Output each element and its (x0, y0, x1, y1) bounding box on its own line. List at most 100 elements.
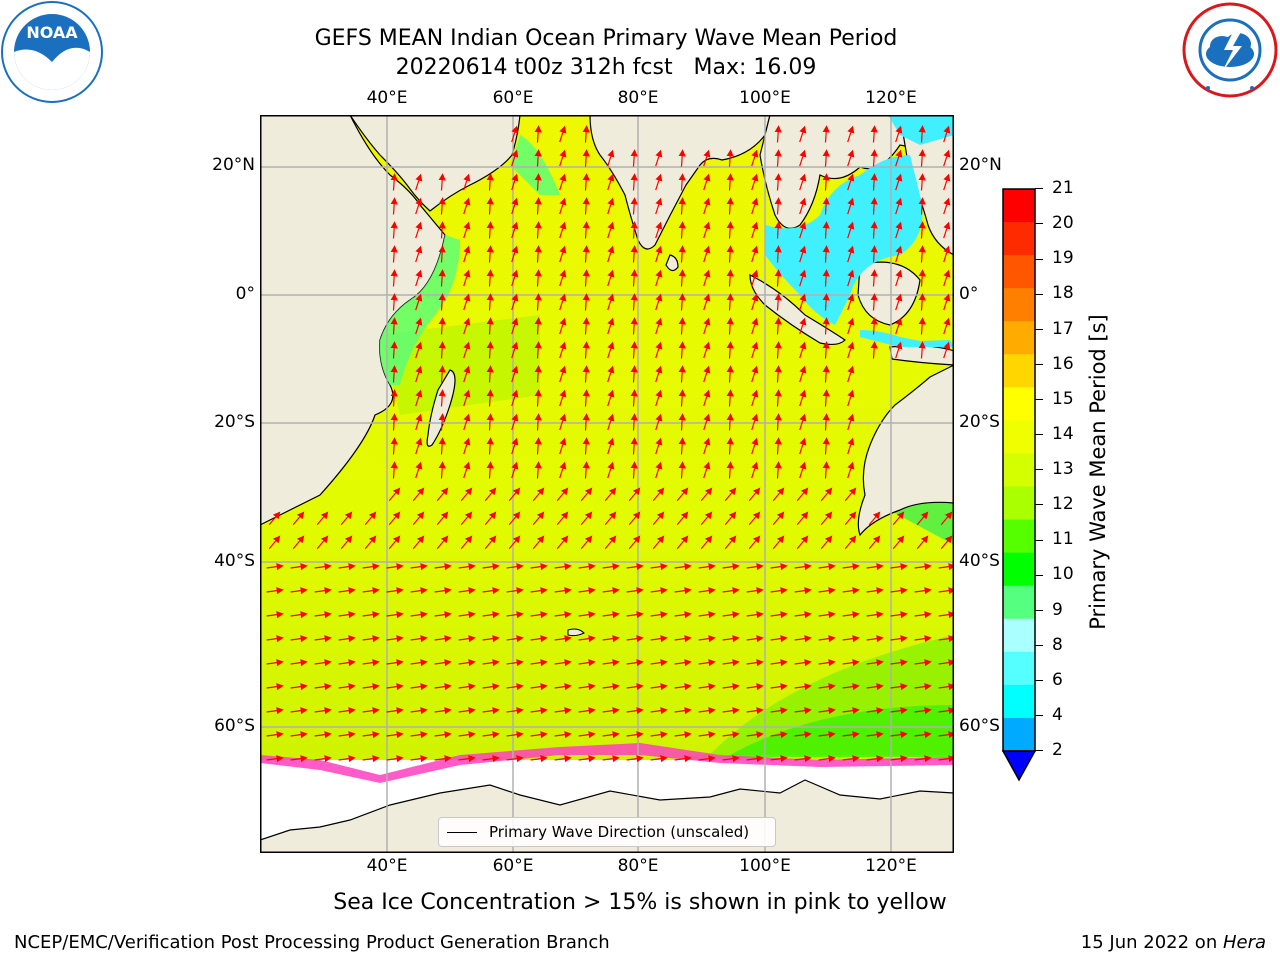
wave-direction-arrow (604, 487, 617, 502)
wave-direction-arrow (703, 389, 711, 407)
wave-direction-arrow (338, 635, 356, 643)
wave-direction-arrow (458, 611, 476, 619)
wave-direction-arrow (626, 683, 644, 691)
wave-direction-arrow (438, 341, 446, 359)
wave-direction-arrow (847, 437, 855, 455)
wave-direction-arrow (290, 659, 308, 667)
wave-direction-arrow (770, 683, 788, 691)
wave-direction-arrow (938, 587, 954, 595)
green-swell-region-strong (720, 705, 954, 757)
wave-direction-arrow (530, 755, 548, 763)
wave-direction-arrow (482, 683, 500, 691)
wave-direction-arrow (290, 563, 308, 571)
wave-direction-arrow (580, 535, 593, 550)
colorbar-swatch (1003, 255, 1035, 289)
wave-direction-arrow (602, 611, 620, 619)
wave-direction-arrow (486, 389, 494, 407)
wave-direction-arrow (655, 437, 663, 455)
colorbar-tick-label: 2 (1052, 740, 1063, 760)
colorbar-tick-mark (1035, 680, 1043, 681)
wave-direction-arrow (534, 197, 542, 215)
wave-direction-arrow (794, 635, 812, 643)
wave-direction-arrow (554, 707, 572, 715)
wave-direction-arrow (506, 707, 524, 715)
wave-direction-arrow (698, 587, 716, 595)
wave-direction-arrow (847, 293, 855, 311)
colorbar-tick-label: 6 (1052, 669, 1063, 690)
wave-direction-arrow (895, 293, 903, 311)
wave-direction-arrow (602, 659, 620, 667)
wave-direction-arrow (918, 197, 926, 215)
wave-direction-arrow (822, 341, 830, 359)
wave-direction-arrow (415, 437, 423, 455)
colorbar-tick-mark (1035, 644, 1043, 646)
map-gridlines (260, 115, 954, 853)
wave-direction-arrow (770, 587, 788, 595)
wave-direction-arrow (655, 269, 663, 287)
colorbar-tick-mark (1035, 363, 1043, 365)
wave-direction-arrow (506, 587, 524, 595)
wave-direction-arrow (794, 755, 812, 763)
wave-direction-arrow (844, 535, 857, 550)
wave-direction-arrow (822, 245, 830, 263)
wave-direction-arrow (438, 365, 446, 383)
wave-direction-arrow (822, 269, 830, 287)
wave-direction-arrow (774, 149, 782, 167)
wave-direction-arrow (290, 635, 308, 643)
lon-label-top-120e: 120°E (865, 88, 917, 108)
wave-direction-arrow (559, 125, 567, 143)
wave-direction-arrows (266, 125, 954, 763)
wave-direction-arrow (943, 221, 951, 239)
wave-direction-arrow (602, 683, 620, 691)
wave-direction-arrow (482, 611, 500, 619)
wave-direction-arrow (463, 245, 471, 263)
wave-direction-arrow (438, 461, 446, 479)
wave-direction-arrow (678, 389, 686, 407)
wave-direction-arrow (463, 197, 471, 215)
wave-direction-arrow (746, 707, 764, 715)
wave-direction-arrow (415, 245, 423, 263)
wave-direction-arrow (724, 487, 737, 502)
wave-direction-arrow (607, 317, 615, 335)
wave-direction-arrow (799, 269, 807, 287)
wave-direction-arrow (746, 755, 764, 763)
wave-direction-arrow (582, 125, 590, 143)
wave-direction-arrow (938, 563, 954, 571)
wave-direction-arrow (438, 245, 446, 263)
wave-direction-arrow (314, 635, 332, 643)
colorbar-tick-label: 8 (1052, 634, 1063, 655)
wave-direction-arrow (655, 173, 663, 191)
wave-direction-arrow (938, 683, 954, 691)
wave-direction-arrow (866, 635, 884, 643)
wave-direction-arrow (751, 221, 759, 239)
wave-direction-arrow (630, 413, 638, 431)
wave-direction-arrow (388, 487, 401, 502)
wave-direction-arrow (703, 245, 711, 263)
lat-label-right-40s: 40°S (959, 551, 1000, 571)
wave-direction-arrow (508, 487, 521, 502)
wave-direction-arrow (362, 563, 380, 571)
wave-direction-arrow (410, 563, 428, 571)
wave-direction-arrow (630, 365, 638, 383)
wave-direction-arrow (434, 683, 452, 691)
wave-direction-arrow (844, 511, 857, 526)
wave-direction-arrow (534, 389, 542, 407)
wave-direction-arrow (842, 635, 860, 643)
wave-direction-arrow (890, 659, 908, 667)
wave-direction-arrow (463, 341, 471, 359)
colorbar-tick-mark (1035, 328, 1043, 330)
wave-direction-arrow (506, 563, 524, 571)
wave-direction-arrow (748, 487, 761, 502)
wave-direction-arrow (822, 389, 830, 407)
wave-direction-arrow (486, 365, 494, 383)
wave-direction-arrow (698, 707, 716, 715)
wave-direction-arrow (410, 683, 428, 691)
wave-direction-arrow (266, 707, 284, 715)
wave-direction-arrow (578, 563, 596, 571)
wave-direction-arrow (534, 221, 542, 239)
wave-direction-arrow (794, 731, 812, 739)
wave-direction-arrow (870, 269, 878, 287)
wave-direction-arrow (266, 587, 284, 595)
wave-direction-arrow (770, 707, 788, 715)
wave-direction-arrow (726, 197, 734, 215)
